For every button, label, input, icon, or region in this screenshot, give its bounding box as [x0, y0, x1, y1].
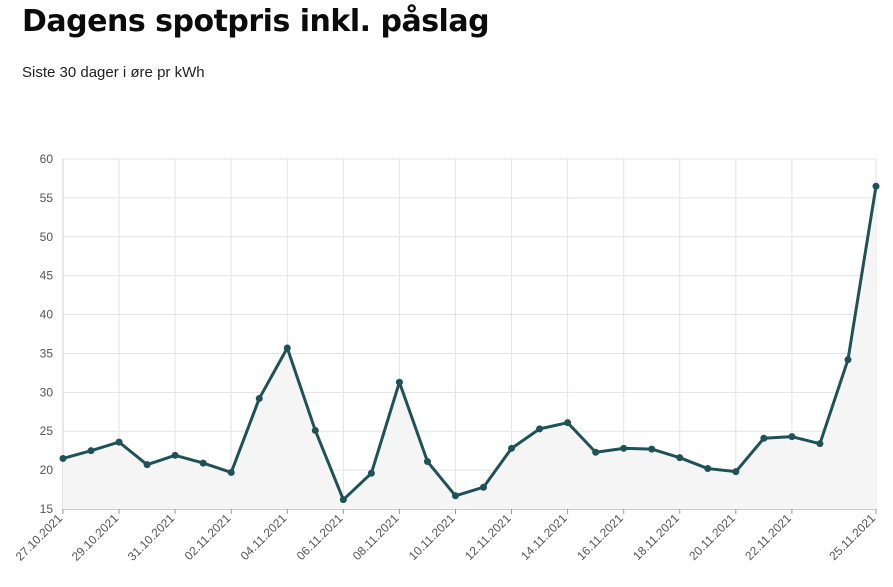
x-tick-label: 22.11.2021 — [742, 511, 794, 563]
x-tick-label: 04.11.2021 — [238, 511, 290, 563]
data-point — [704, 465, 712, 473]
data-point — [592, 448, 600, 456]
data-point — [620, 444, 628, 452]
data-point — [844, 356, 852, 364]
data-point — [199, 459, 207, 467]
y-tick-label: 25 — [40, 424, 54, 438]
x-tick-label: 02.11.2021 — [182, 511, 234, 563]
data-point — [311, 426, 319, 434]
data-point — [648, 445, 656, 453]
x-tick-label: 29.10.2021 — [69, 511, 122, 564]
data-point — [536, 425, 544, 433]
data-point — [339, 496, 347, 504]
x-tick-label: 14.11.2021 — [518, 511, 570, 563]
y-tick-label: 40 — [40, 308, 54, 322]
data-point — [760, 434, 768, 442]
y-tick-label: 20 — [40, 463, 54, 477]
data-point — [564, 419, 572, 427]
x-tick-label: 10.11.2021 — [406, 511, 458, 563]
y-tick-label: 35 — [40, 346, 54, 360]
data-point — [872, 182, 880, 190]
data-point — [480, 483, 488, 491]
page-subtitle: Siste 30 dager i øre pr kWh — [22, 64, 205, 81]
data-point — [423, 458, 431, 466]
data-point — [87, 447, 95, 455]
data-point — [451, 492, 459, 500]
data-point — [255, 395, 263, 403]
data-point — [59, 454, 67, 462]
y-tick-label: 45 — [40, 269, 54, 283]
page-title: Dagens spotpris inkl. påslag — [22, 4, 490, 39]
data-point — [395, 378, 403, 386]
y-tick-label: 50 — [40, 230, 54, 244]
data-point — [143, 461, 151, 469]
x-tick-label: 31.10.2021 — [125, 511, 178, 564]
data-point — [732, 468, 740, 476]
data-point — [283, 344, 291, 352]
x-tick-label: 20.11.2021 — [686, 511, 738, 563]
data-point — [115, 438, 123, 446]
y-tick-label: 60 — [40, 152, 54, 166]
point-layer — [59, 182, 880, 504]
x-tick-label: 25.11.2021 — [826, 511, 878, 563]
y-tick-label: 30 — [40, 385, 54, 399]
area-layer — [63, 186, 876, 509]
x-tick-label: 16.11.2021 — [574, 511, 626, 563]
x-tick-label: 27.10.2021 — [13, 511, 66, 564]
data-point — [508, 444, 516, 452]
x-tick-label: 12.11.2021 — [462, 511, 514, 563]
x-tick-label: 06.11.2021 — [294, 511, 346, 563]
line-layer — [61, 184, 878, 502]
x-tick-label: 08.11.2021 — [350, 511, 402, 563]
y-tick-label: 15 — [40, 502, 54, 516]
y-axis: 15 20 25 30 35 40 45 50 55 60 — [40, 152, 54, 516]
data-point — [367, 469, 375, 477]
x-tick-label: 18.11.2021 — [630, 511, 682, 563]
x-axis: 27.10.2021 29.10.2021 31.10.2021 02.11.2021… — [13, 511, 879, 564]
data-point — [676, 454, 684, 462]
data-point — [788, 433, 796, 441]
data-point — [171, 451, 179, 459]
series-area — [63, 186, 876, 509]
data-point — [227, 468, 235, 476]
data-point — [816, 440, 824, 448]
series-line — [61, 184, 878, 502]
y-tick-label: 55 — [40, 191, 54, 205]
